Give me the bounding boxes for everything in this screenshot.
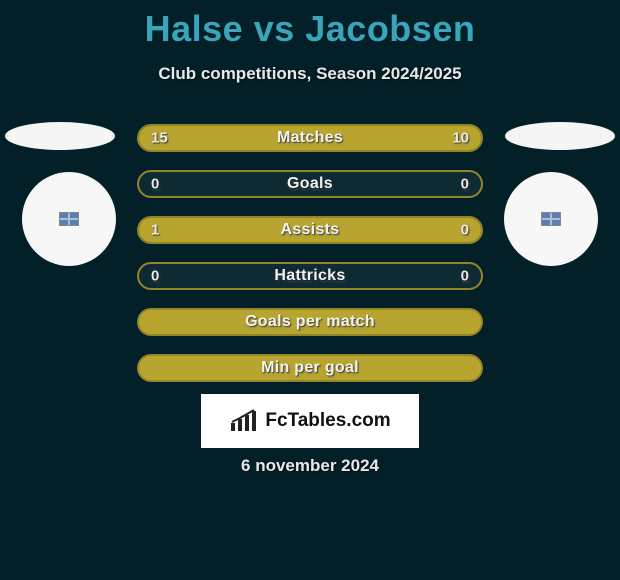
flag-icon: [541, 212, 561, 226]
bar-fill-right: [413, 218, 481, 242]
player-avatar-left: [22, 172, 116, 266]
stats-bars: Matches1510Goals00Assists10Hattricks00Go…: [137, 124, 483, 400]
player-shadow-right: [505, 122, 615, 150]
bar-fill-left: [139, 310, 481, 334]
stat-row: Hattricks0 0: [137, 262, 483, 290]
player-shadow-left: [5, 122, 115, 150]
bar-value-right: 0: [461, 268, 469, 285]
brand-logo: FcTables.com: [201, 394, 419, 448]
stat-row: Goals0 0: [137, 170, 483, 198]
chart-icon: [229, 409, 259, 433]
stat-row: Min per goal: [137, 354, 483, 382]
flag-icon: [59, 212, 79, 226]
bar-fill-left: [139, 218, 413, 242]
bar-value-right: 0: [461, 176, 469, 193]
stat-row: Assists10: [137, 216, 483, 244]
brand-name: FcTables.com: [265, 410, 390, 432]
bar-value-left: 0: [151, 176, 159, 193]
bar-fill-left: [139, 126, 344, 150]
page-subtitle: Club competitions, Season 2024/2025: [0, 64, 620, 84]
page-title: Halse vs Jacobsen: [0, 0, 620, 50]
stat-row: Matches1510: [137, 124, 483, 152]
stat-row: Goals per match: [137, 308, 483, 336]
bar-fill-left: [139, 356, 481, 380]
player-avatar-right: [504, 172, 598, 266]
bar-label: Hattricks: [139, 267, 481, 285]
date-text: 6 november 2024: [0, 456, 620, 476]
bar-fill-right: [344, 126, 481, 150]
bar-label: Goals: [139, 175, 481, 193]
bar-value-left: 0: [151, 268, 159, 285]
